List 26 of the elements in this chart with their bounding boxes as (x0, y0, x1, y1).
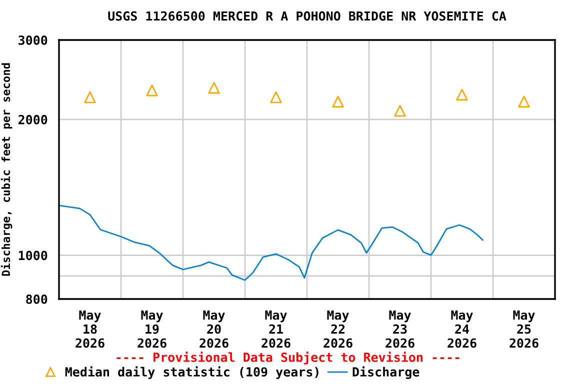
legend-label: Discharge (352, 366, 420, 379)
point (518, 96, 530, 108)
y-tick-label: 2000 (18, 114, 48, 124)
point (394, 104, 406, 117)
point (456, 88, 468, 100)
point (208, 82, 220, 94)
x-tick-label: May 19 2026 (138, 310, 166, 348)
x-tick-label: May 22 2026 (324, 310, 352, 348)
x-tick-label: May 23 2026 (386, 310, 414, 348)
point (332, 96, 344, 108)
point (146, 84, 158, 96)
line-series (59, 204, 484, 281)
point (84, 91, 96, 104)
text: ---- Provisional Data Subject to Revision ---- (116, 352, 460, 364)
x-tick-label: May 18 2026 (76, 310, 104, 348)
x-tick-label: May 24 2026 (448, 310, 476, 348)
x-tick-label: May 21 2026 (262, 310, 290, 348)
y-tick-label: 1000 (18, 250, 48, 260)
x-tick-label: May 20 2026 (200, 310, 228, 348)
y-axis-title: Discharge, cubic feet per second (0, 63, 12, 276)
y-tick-label: 3000 (18, 35, 48, 45)
point (270, 91, 282, 104)
x-tick-label: May 25 2026 (510, 310, 538, 348)
y-tick-label: 800 (26, 294, 48, 304)
chart-title: USGS 11266500 MERCED R A POHONO BRIDGE NR YOSEMITE CA (108, 11, 506, 21)
legend-label: Median daily statistic (109 years) (65, 366, 318, 379)
